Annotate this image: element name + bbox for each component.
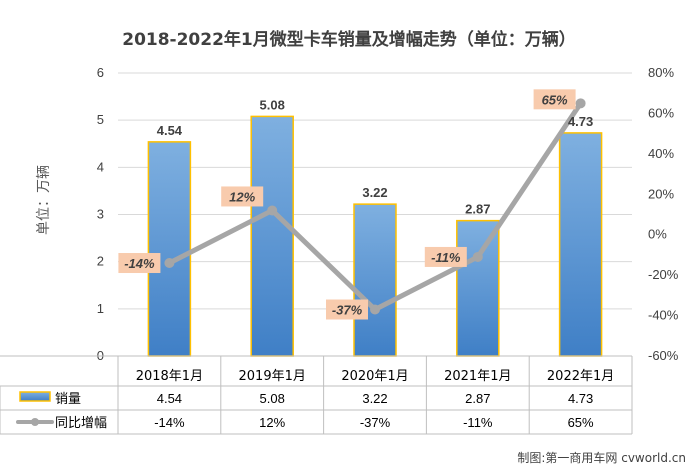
growth-label-box bbox=[326, 299, 368, 320]
legend-bar-swatch bbox=[19, 391, 51, 402]
table-growth-cell: -14% bbox=[154, 415, 185, 430]
growth-value-label: -37% bbox=[332, 303, 363, 318]
table-sales-cell: 5.08 bbox=[260, 391, 285, 406]
table-sales-cell: 4.54 bbox=[157, 391, 182, 406]
growth-point bbox=[164, 258, 175, 269]
table-growth-cell: 12% bbox=[259, 415, 285, 430]
y2-tick-label: 40% bbox=[648, 146, 674, 161]
y2-tick-label: 0% bbox=[648, 227, 667, 242]
y-tick-label: 6 bbox=[97, 65, 104, 80]
table-growth-cell: -11% bbox=[463, 415, 493, 430]
bar bbox=[558, 132, 603, 357]
bar-value-label: 3.22 bbox=[362, 185, 387, 200]
growth-point bbox=[472, 251, 483, 262]
y-tick-label: 1 bbox=[97, 301, 104, 316]
y2-tick-label: 20% bbox=[648, 186, 674, 201]
growth-label-box bbox=[118, 253, 161, 274]
growth-point bbox=[370, 304, 380, 315]
y-tick-label: 5 bbox=[97, 112, 104, 127]
growth-point bbox=[575, 98, 586, 109]
y2-tick-label: 80% bbox=[648, 65, 674, 80]
table-sales-cell: 2.87 bbox=[465, 391, 490, 406]
y2-tick-label: -40% bbox=[648, 308, 679, 323]
x-category-label: 2022年1月 bbox=[547, 369, 614, 384]
table-sales-cell: 4.73 bbox=[568, 391, 593, 406]
growth-label-box bbox=[533, 89, 576, 110]
legend-growth-label: 同比增幅 bbox=[55, 416, 107, 431]
growth-label-box bbox=[221, 186, 264, 207]
bar bbox=[353, 203, 397, 357]
y-tick-label: 4 bbox=[97, 159, 104, 174]
growth-value-label: -11% bbox=[431, 250, 461, 265]
y-axis-label: 单位：万辆 bbox=[36, 165, 52, 235]
bar-value-label: 4.73 bbox=[568, 114, 593, 129]
bar-value-label: 4.54 bbox=[157, 123, 183, 138]
growth-value-label: 12% bbox=[229, 189, 255, 204]
bar-value-label: 5.08 bbox=[260, 97, 285, 112]
growth-point bbox=[267, 205, 278, 216]
bar-value-label: 2.87 bbox=[465, 202, 490, 217]
bar bbox=[250, 115, 294, 357]
x-category-label: 2021年1月 bbox=[444, 369, 511, 384]
y2-tick-label: 60% bbox=[648, 105, 674, 120]
x-category-label: 2019年1月 bbox=[239, 369, 306, 384]
source-credit: 制图:第一商用车网 cvworld.cn bbox=[517, 450, 686, 465]
x-category-label: 2020年1月 bbox=[341, 369, 408, 384]
growth-label-box bbox=[424, 246, 467, 267]
y-tick-label: 3 bbox=[97, 207, 104, 222]
y-tick-label: 2 bbox=[97, 254, 104, 269]
table-growth-cell: -37% bbox=[360, 415, 391, 430]
growth-value-label: -14% bbox=[124, 256, 155, 271]
x-category-label: 2018年1月 bbox=[136, 369, 203, 384]
growth-value-label: 65% bbox=[542, 92, 568, 107]
legend-line-marker bbox=[31, 418, 39, 426]
y2-tick-label: -20% bbox=[648, 267, 679, 282]
table-growth-cell: 65% bbox=[568, 415, 594, 430]
bar bbox=[456, 219, 500, 357]
legend-sales-label: 销量 bbox=[55, 392, 81, 407]
bar bbox=[147, 141, 192, 357]
y2-tick-label: -60% bbox=[648, 348, 679, 363]
chart-title: 2018-2022年1月微型卡车销量及增幅走势（单位：万辆） bbox=[122, 29, 576, 50]
table-sales-cell: 3.22 bbox=[362, 391, 387, 406]
